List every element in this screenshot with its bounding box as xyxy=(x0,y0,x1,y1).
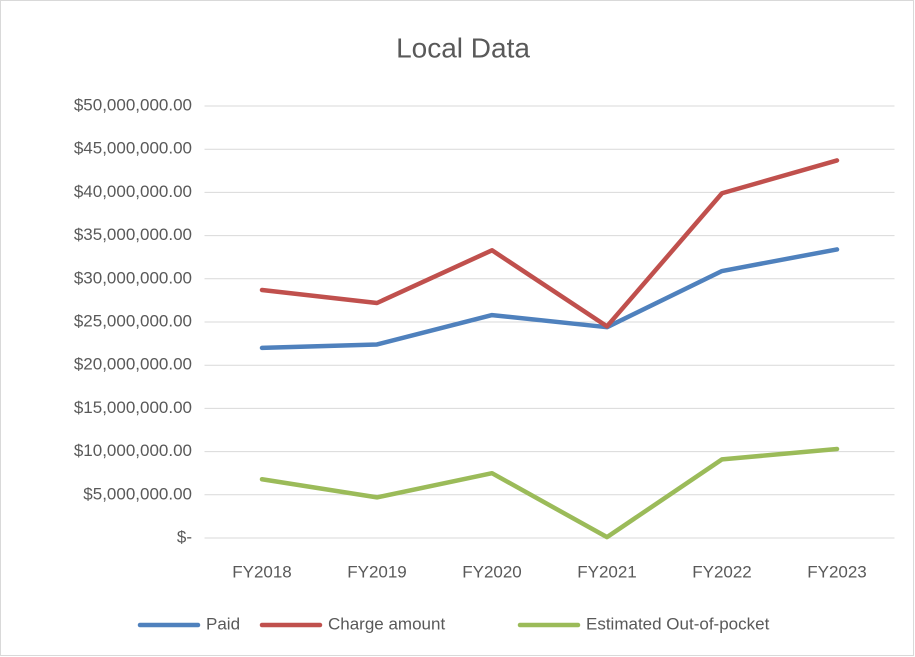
series-line xyxy=(259,247,840,351)
x-tick-label: FY2020 xyxy=(462,562,522,581)
y-tick-label: $20,000,000.00 xyxy=(74,355,192,374)
legend-label: Charge amount xyxy=(328,614,445,633)
y-tick-label: $35,000,000.00 xyxy=(74,225,192,244)
y-tick-label: $25,000,000.00 xyxy=(74,311,192,330)
y-tick-label: $45,000,000.00 xyxy=(74,139,192,158)
legend-label: Estimated Out-of-pocket xyxy=(586,614,770,633)
y-tick-label: $30,000,000.00 xyxy=(74,268,192,287)
series-line xyxy=(259,446,840,540)
x-tick-label: FY2022 xyxy=(692,562,752,581)
y-tick-label: $50,000,000.00 xyxy=(74,95,192,114)
x-tick-label: FY2023 xyxy=(807,562,867,581)
series-line xyxy=(259,158,840,329)
y-tick-label: $40,000,000.00 xyxy=(74,182,192,201)
y-tick-label: $10,000,000.00 xyxy=(74,441,192,460)
y-tick-label: $5,000,000.00 xyxy=(83,484,192,503)
x-tick-label: FY2018 xyxy=(232,562,292,581)
x-tick-label: FY2021 xyxy=(577,562,637,581)
x-tick-label: FY2019 xyxy=(347,562,407,581)
y-tick-label: $15,000,000.00 xyxy=(74,398,192,417)
y-tick-label: $- xyxy=(177,527,192,546)
chart-title: Local Data xyxy=(396,32,530,63)
legend-label: Paid xyxy=(206,614,240,633)
